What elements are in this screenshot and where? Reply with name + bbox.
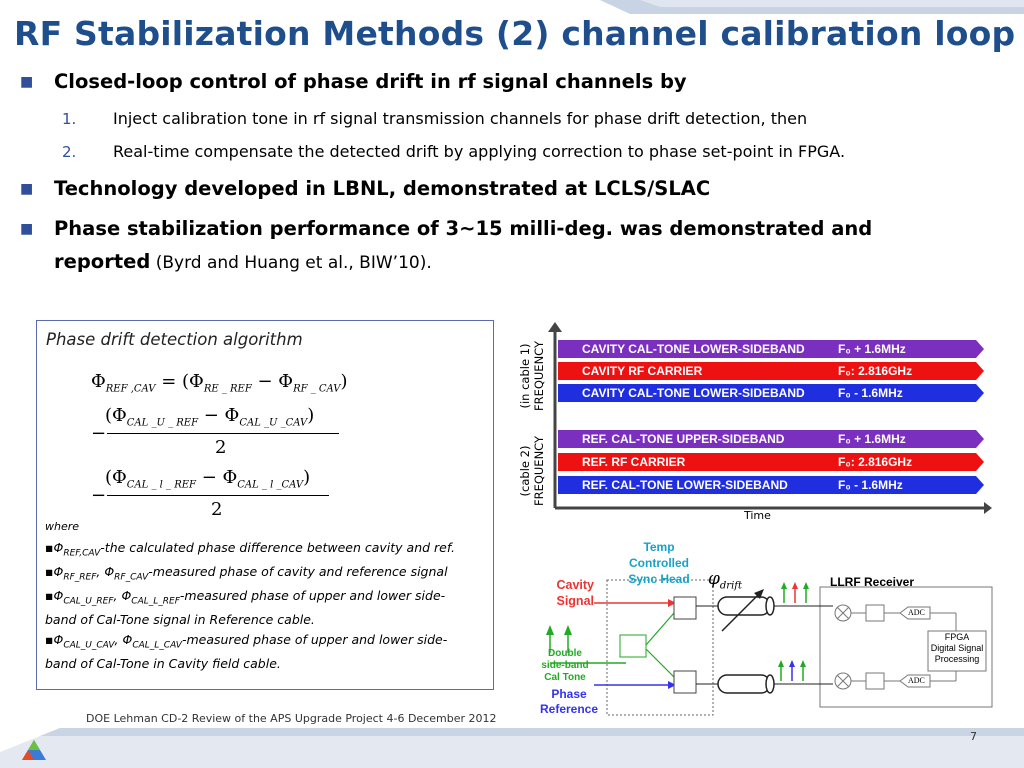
frequency-band: CAVITY CAL-TONE LOWER-SIDEBAND F₀ - 1.6MH… xyxy=(558,384,984,402)
block-diagram: Temp Controlled Sync Head φdrift Cavity Sig… xyxy=(508,535,998,720)
band-label: CAVITY CAL-TONE LOWER-SIDEBAND xyxy=(582,386,805,400)
bullet-icon: ■ xyxy=(20,221,34,237)
temp-controlled-label: Temp Controlled Sync Head xyxy=(628,540,690,586)
frequency-band: REF. CAL-TONE UPPER-SIDEBAND F₀ + 1.6MHz xyxy=(558,430,984,448)
definition-3: ▪ΦCAL_U_REF, ΦCAL_L_REF-measured phase o… xyxy=(45,588,446,627)
bullet-3-citation: (Byrd and Huang et al., BIW’10). xyxy=(150,253,432,273)
frequency-band: REF. RF CARRIER F₀: 2.816GHz xyxy=(558,453,984,471)
band-arrow-icon xyxy=(976,476,984,494)
cavity-signal-label: Cavity Signal xyxy=(556,578,594,608)
algorithm-box: Phase drift detection algorithm ΦREF ,CA… xyxy=(36,320,494,690)
band-label: REF. CAL-TONE LOWER-SIDEBAND xyxy=(582,478,788,492)
band-arrow-icon xyxy=(976,340,984,358)
argonne-logo-icon xyxy=(22,740,46,760)
band-label: CAVITY CAL-TONE LOWER-SIDEBAND xyxy=(582,342,805,356)
band-label: CAVITY RF CARRIER xyxy=(582,364,703,378)
definition-2: ▪ΦRF_REF, ΦRF_CAV-measured phase of cavi… xyxy=(45,564,448,583)
fpga-label: FPGA Digital Signal Processing xyxy=(930,632,984,664)
band-frequency: F₀: 2.816GHz xyxy=(838,364,913,378)
phase-reference-label: Phase Reference xyxy=(539,687,599,716)
bullet-1: Closed-loop control of phase drift in rf… xyxy=(54,70,687,93)
double-sideband-label: Double side-band Cal Tone xyxy=(541,648,589,683)
page-number: 7 xyxy=(970,730,977,743)
frequency-bands: CAVITY CAL-TONE LOWER-SIDEBAND F₀ + 1.6MH… xyxy=(558,322,990,522)
phi-drift-label: φdrift xyxy=(708,569,743,592)
adc-label: ADC xyxy=(908,676,925,685)
band-label: REF. RF CARRIER xyxy=(582,455,686,469)
equation-line-1: ΦREF ,CAV = (ΦRE _ REF − ΦRF _ CAV) xyxy=(91,371,348,395)
band-arrow-icon xyxy=(976,362,984,380)
band-arrow-icon xyxy=(976,430,984,448)
bullet-3-line2: reported (Byrd and Huang et al., BIW’10)… xyxy=(54,250,432,273)
band-frequency: F₀ - 1.6MHz xyxy=(838,386,903,400)
bullet-icon: ■ xyxy=(20,181,34,197)
frequency-band: CAVITY RF CARRIER F₀: 2.816GHz xyxy=(558,362,984,380)
band-frequency: F₀: 2.816GHz xyxy=(838,455,913,469)
frequency-band: CAVITY CAL-TONE LOWER-SIDEBAND F₀ + 1.6MH… xyxy=(558,340,984,358)
frequency-chart: (in cable 1) FREQUENCY (cable 2) FREQUENCY… xyxy=(508,322,992,522)
time-axis-label: Time xyxy=(744,509,771,522)
frequency-chart-axes xyxy=(548,322,992,514)
llrf-receiver-label: LLRF Receiver xyxy=(830,575,915,589)
definition-4: ▪ΦCAL_U_CAV, ΦCAL_L_CAV-measured phase o… xyxy=(45,632,448,671)
header-decoration xyxy=(600,0,1024,14)
band-frequency: F₀ + 1.6MHz xyxy=(838,342,906,356)
definition-1: ▪ΦREF,CAV-the calculated phase differenc… xyxy=(45,540,456,559)
bullet-3-line1: Phase stabilization performance of 3~15 … xyxy=(54,217,873,240)
footer-text: DOE Lehman CD-2 Review of the APS Upgrad… xyxy=(86,712,497,725)
where-label: where xyxy=(45,520,80,533)
item-number: 1. xyxy=(62,110,77,128)
bullet-2: Technology developed in LBNL, demonstrat… xyxy=(54,177,711,200)
bullet-3-bold: reported xyxy=(54,250,151,273)
footer-decoration xyxy=(0,728,1024,768)
band-label: REF. CAL-TONE UPPER-SIDEBAND xyxy=(582,432,785,446)
sub-item-2: Real-time compensate the detected drift … xyxy=(113,142,846,161)
frequency-band: REF. CAL-TONE LOWER-SIDEBAND F₀ - 1.6MHz xyxy=(558,476,984,494)
band-arrow-icon xyxy=(976,384,984,402)
algorithm-title: Phase drift detection algorithm xyxy=(46,330,303,349)
adc-label: ADC xyxy=(908,608,925,617)
axis-label-cable-1: (in cable 1) FREQUENCY xyxy=(518,340,546,412)
band-frequency: F₀ - 1.6MHz xyxy=(838,478,903,492)
sub-item-1: Inject calibration tone in rf signal tra… xyxy=(113,109,808,128)
band-arrow-icon xyxy=(976,453,984,471)
band-frequency: F₀ + 1.6MHz xyxy=(838,432,906,446)
item-number: 2. xyxy=(62,143,77,161)
block-diagram-drawing xyxy=(546,579,993,716)
bullet-icon: ■ xyxy=(20,74,34,90)
page-title: RF Stabilization Methods (2) channel cal… xyxy=(14,14,1016,53)
axis-label-cable-2: (cable 2) FREQUENCY xyxy=(518,435,546,507)
